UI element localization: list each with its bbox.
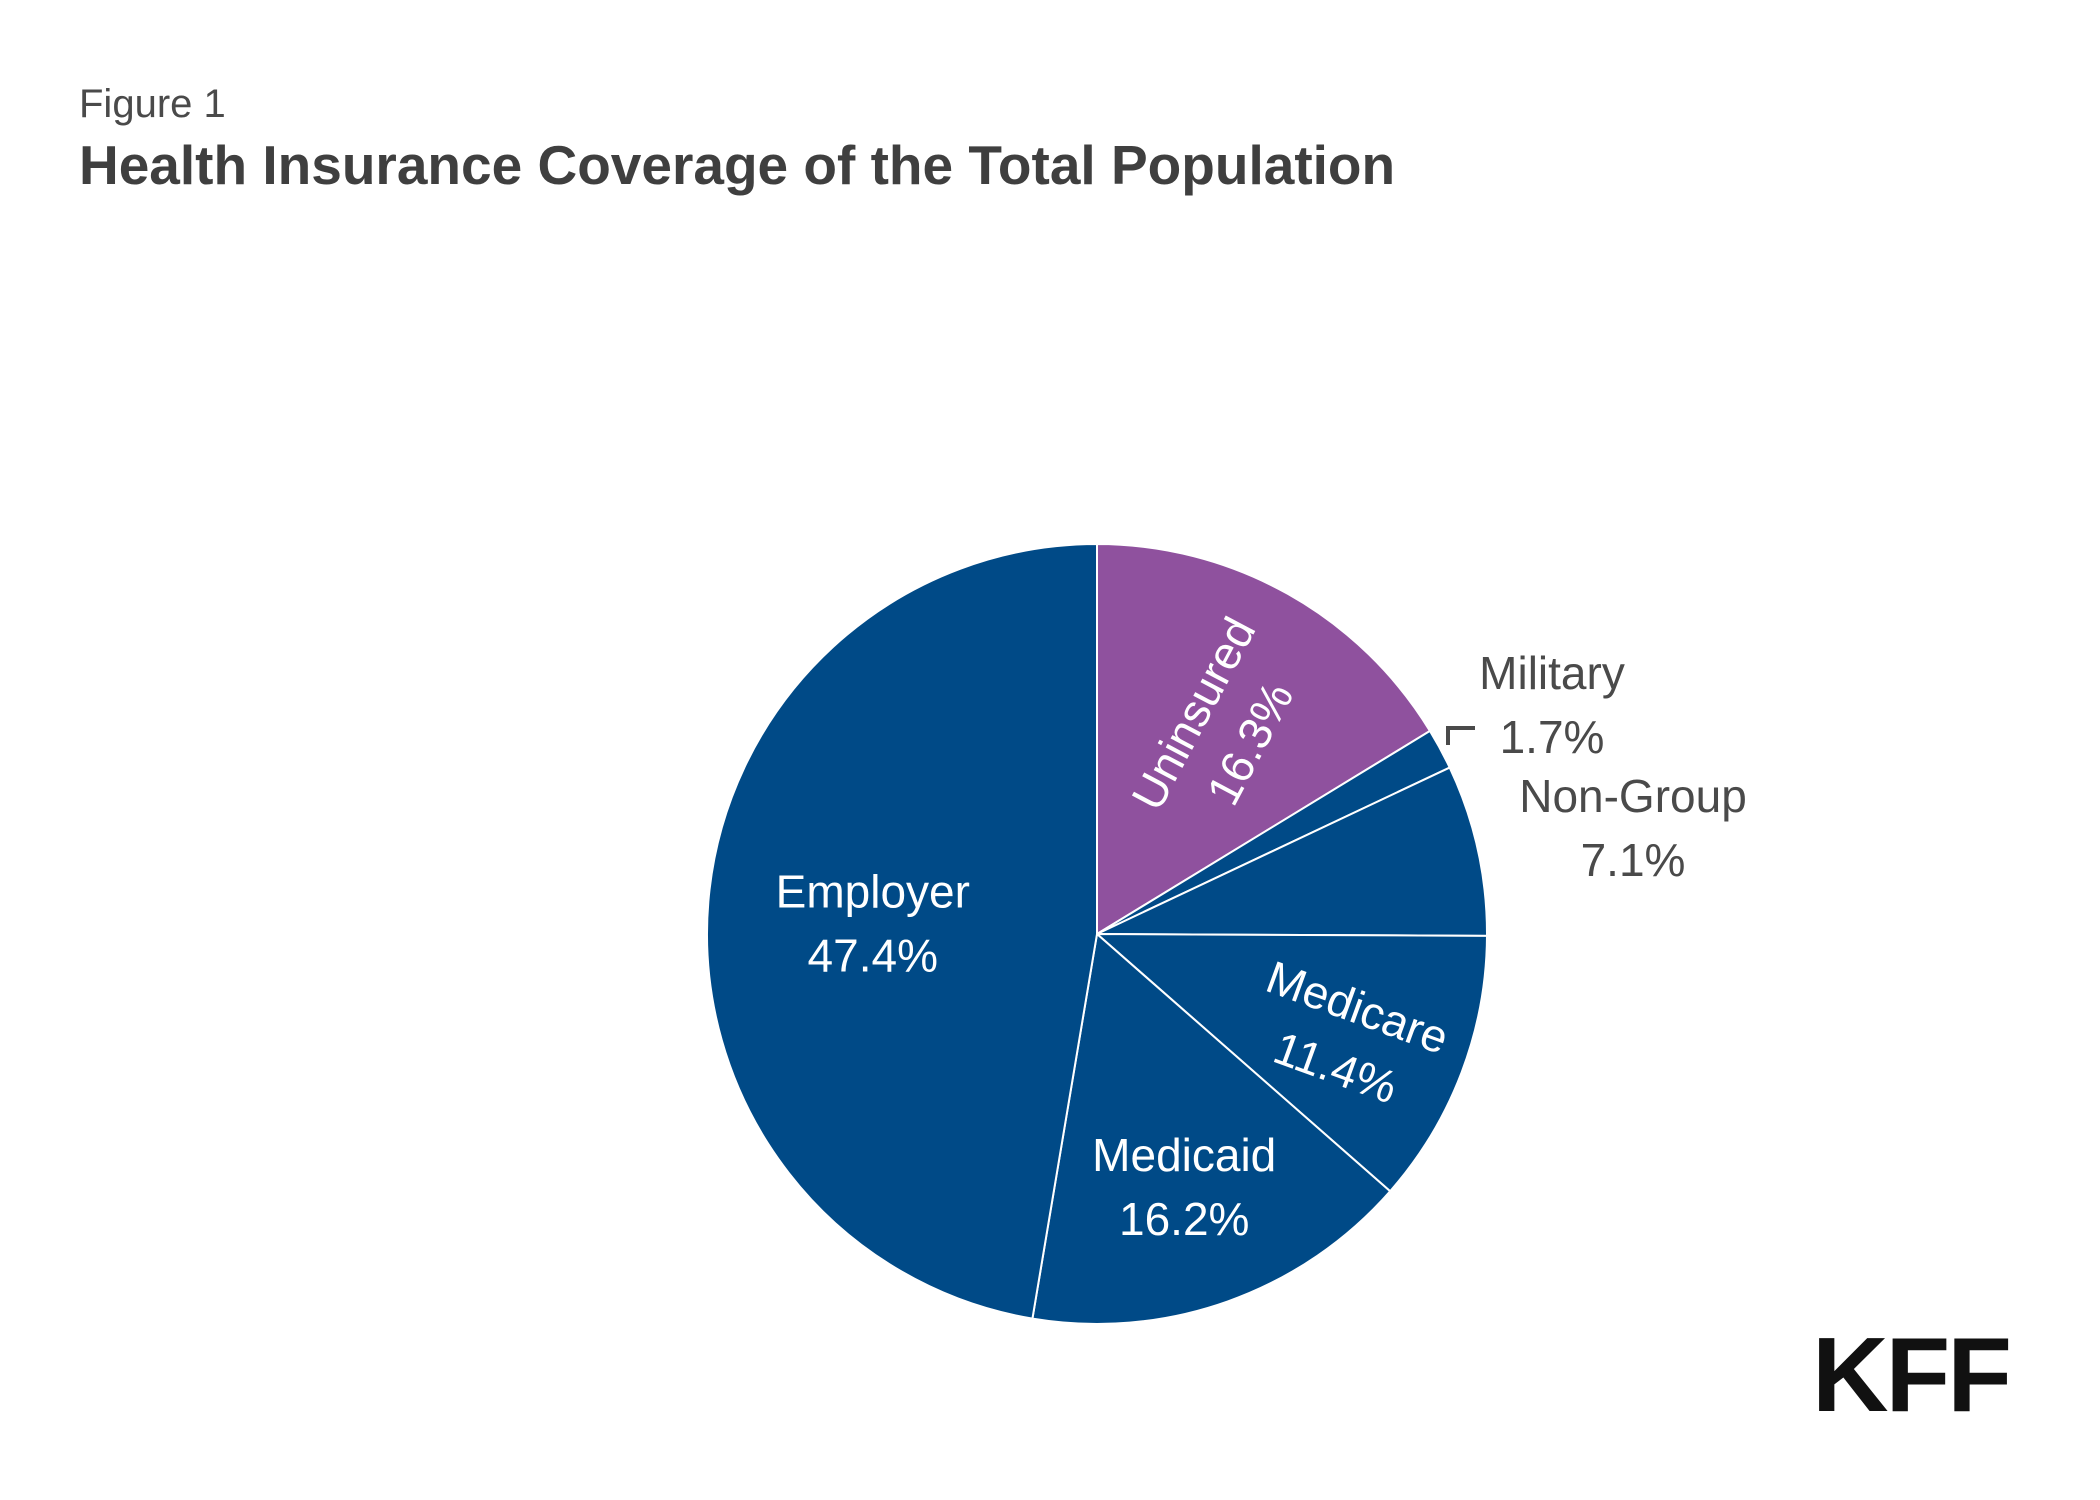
slice-label-employer: Employer 47.4% <box>776 865 970 981</box>
kff-logo: KFF <box>1812 1316 2012 1434</box>
slice-label-military: Military 1.7% <box>1479 647 1625 763</box>
pie-slice-employer <box>706 542 1098 1320</box>
slice-label-value: 47.4% <box>808 929 938 981</box>
pie-slice-medicaid <box>1031 932 1392 1325</box>
slice-label-value: 7.1% <box>1581 834 1686 886</box>
slice-label-name: Medicaid <box>1092 1129 1276 1181</box>
slice-label-value: 1.7% <box>1500 711 1605 763</box>
chart-title: Health Insurance Coverage of the Total P… <box>79 134 1396 196</box>
slice-label-name: Non-Group <box>1519 770 1747 822</box>
slice-label-name: Employer <box>776 865 970 917</box>
pie-slice-medicare <box>1094 932 1489 1193</box>
military-leader-line <box>1446 726 1475 745</box>
slice-label-medicaid: Medicaid 16.2% <box>1092 1129 1276 1245</box>
figure-label: Figure 1 <box>79 82 226 126</box>
slice-label-value: 16.2% <box>1119 1193 1249 1245</box>
slice-label-name: Military <box>1479 647 1625 699</box>
pie-slice-non-group <box>1096 766 1489 937</box>
slice-label-non-group: Non-Group 7.1% <box>1519 770 1747 886</box>
pie-slice-uninsured <box>1096 542 1432 936</box>
